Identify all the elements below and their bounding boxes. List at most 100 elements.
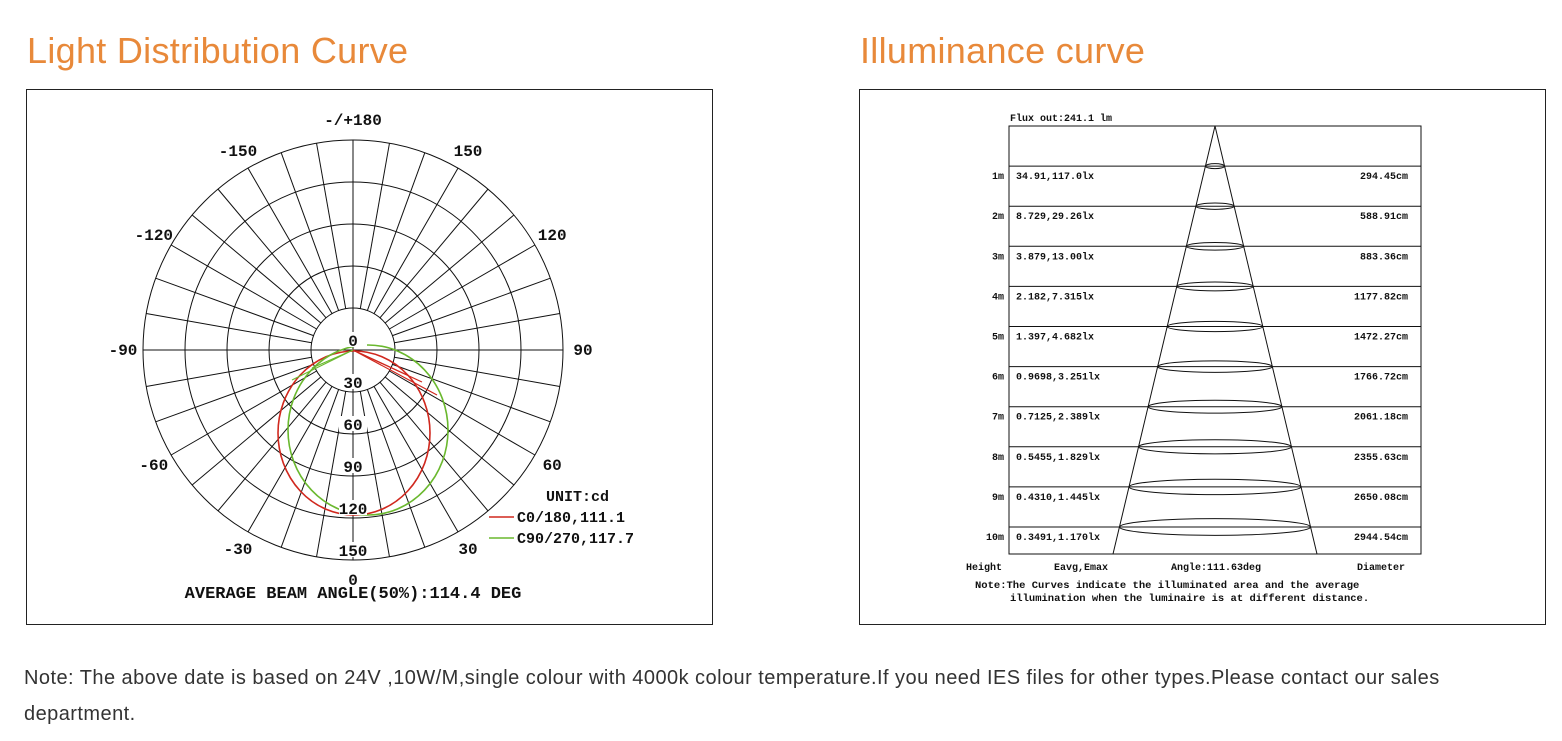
flux: Flux out:241.1 lm — [1010, 113, 1112, 125]
illuminance-chart: Flux out:241.1 lm 1m 34.91,117.0lx 294.45cm… — [966, 113, 1422, 605]
beam-ellipse — [1147, 399, 1283, 414]
chart-note: illumination when the luminaire is at di… — [1010, 593, 1369, 605]
row-height: 3m — [992, 252, 1004, 263]
polar-chart-panel: -/+180 150 120 90 60 30 0 -30 -60 -90 -120 -150 0 30 6… — [26, 89, 713, 625]
radial-label-bg — [339, 416, 367, 431]
polar-spoke — [217, 188, 327, 319]
radial-label: 60 — [343, 417, 362, 435]
polar-spoke — [366, 389, 426, 548]
curve-c0 — [352, 349, 438, 396]
polar-spoke — [373, 386, 459, 533]
beam-ellipse — [1157, 360, 1273, 373]
row-diameter: 588.91cm — [1360, 212, 1408, 223]
row-diameter: 2944.54cm — [1354, 533, 1408, 544]
beam-ellipse — [1138, 439, 1292, 455]
angle-label: -30 — [224, 541, 253, 559]
row-diameter: 294.45cm — [1360, 172, 1408, 183]
illuminance-panel: Flux out:241.1 lm 1m 34.91,117.0lx 294.45cm… — [859, 89, 1546, 625]
row-illuminance: 3.879,13.00lx — [1016, 251, 1094, 263]
radial-label-bg — [339, 542, 367, 557]
row-diameter: 1472.27cm — [1354, 333, 1408, 344]
polar-spoke — [247, 167, 333, 314]
angle-label: 150 — [454, 143, 483, 161]
footer-label: Height — [966, 562, 1002, 574]
polar-spoke — [392, 277, 551, 337]
row-height: 8m — [992, 453, 1004, 464]
row-diameter: 1177.82cm — [1354, 292, 1408, 303]
polar-spoke — [155, 363, 314, 423]
polar-spoke — [394, 313, 560, 344]
beam-ellipse — [1185, 242, 1245, 251]
beam-ellipse — [1166, 320, 1264, 333]
polar-spoke — [392, 363, 551, 423]
row-height: 7m — [992, 413, 1004, 424]
heading: Light Distribution Curve — [27, 30, 409, 71]
row-height: 6m — [992, 373, 1004, 384]
polar-spoke — [316, 143, 347, 309]
radial-label-bg — [339, 374, 367, 389]
radial-label-bg — [339, 458, 367, 473]
angle-label: -/+180 — [324, 112, 382, 130]
row-height: 4m — [992, 292, 1004, 303]
polar-spoke — [384, 214, 515, 324]
angle-label: -150 — [219, 143, 257, 161]
polar-spoke — [394, 356, 560, 387]
polar-spoke — [217, 381, 327, 512]
angle-label: -60 — [139, 457, 168, 475]
polar-spoke — [191, 214, 322, 324]
polar-spoke — [379, 381, 489, 512]
legend-label: C90/270,117.7 — [517, 531, 634, 548]
radial-label: 120 — [339, 501, 368, 519]
row-illuminance: 0.4310,1.445lx — [1016, 492, 1100, 504]
angle-label: 30 — [458, 541, 477, 559]
radial-label: 30 — [343, 375, 362, 393]
polar-spoke — [247, 386, 333, 533]
radial-label: 0 — [348, 333, 358, 351]
legend-label: C0/180,111.1 — [517, 510, 625, 527]
angle-label: 90 — [573, 342, 592, 360]
row-illuminance: 2.182,7.315lx — [1016, 291, 1094, 303]
polar-spoke — [170, 370, 317, 456]
footer-label: Diameter — [1357, 562, 1405, 574]
row-height: 5m — [992, 333, 1004, 344]
row-illuminance: 8.729,29.26lx — [1016, 211, 1094, 223]
row-height: 2m — [992, 212, 1004, 223]
footer-label: Eavg,Emax — [1054, 563, 1108, 574]
row-illuminance: 34.91,117.0lx — [1016, 171, 1094, 183]
angle-label: 120 — [538, 227, 567, 245]
angle-label: 60 — [543, 457, 562, 475]
row-diameter: 883.36cm — [1360, 252, 1408, 263]
beam-ellipse — [1118, 518, 1312, 536]
polar-spoke — [146, 313, 312, 344]
beam-ellipse — [1204, 163, 1226, 170]
polar-spoke — [389, 370, 536, 456]
angle-label: 0 — [348, 572, 358, 590]
row-diameter: 2355.63cm — [1354, 453, 1408, 464]
angle-label: -90 — [109, 342, 138, 360]
row-diameter: 1766.72cm — [1354, 373, 1408, 384]
polar-spoke — [384, 376, 515, 486]
curve-c90 — [311, 349, 354, 369]
row-height: 10m — [986, 533, 1004, 544]
radial-label: 150 — [339, 543, 368, 561]
polar-spoke — [280, 152, 340, 311]
row-height: 9m — [992, 493, 1004, 504]
row-illuminance: 0.7125,2.389lx — [1016, 412, 1100, 424]
radial-label-bg — [339, 332, 367, 347]
polar-spoke — [389, 244, 536, 330]
curve-c0 — [352, 349, 408, 376]
polar-spoke — [373, 167, 459, 314]
footer-label: Angle:111.63deg — [1171, 562, 1261, 574]
polar-spoke — [280, 389, 340, 548]
row-illuminance: 0.3491,1.170lx — [1016, 532, 1100, 544]
polar-spoke — [170, 244, 317, 330]
polar-spoke — [379, 188, 489, 319]
polar-spoke — [146, 356, 312, 387]
polar-chart: -/+180 150 120 90 60 30 0 -30 -60 -90 -120 -150 0 30 6… — [109, 112, 634, 604]
radial-label-bg — [339, 500, 367, 515]
beam-angle: AVERAGE BEAM ANGLE(50%):114.4 DEG — [185, 585, 522, 604]
beam-ellipse — [1176, 281, 1254, 292]
row-height: 1m — [992, 172, 1004, 183]
row-illuminance: 0.9698,3.251lx — [1016, 372, 1100, 384]
